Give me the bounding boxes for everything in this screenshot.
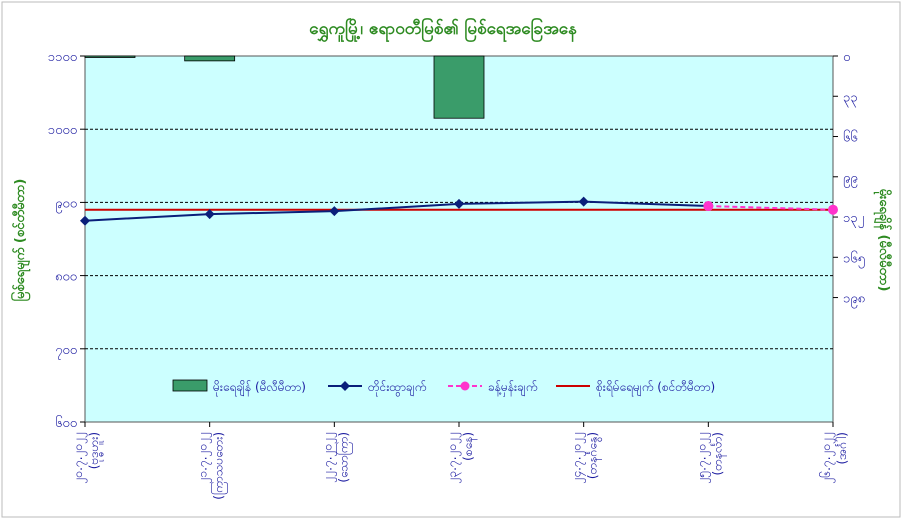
legend-swatch [172, 379, 208, 392]
right-tick-label: ၆၆ [843, 130, 858, 146]
left-tick-label: ၆၀၀ [55, 415, 77, 431]
x-tick-date: ၂၆.၇.၂၀၂၂ [818, 432, 836, 483]
legend-label: စိုးရိမ်ရေမျက် (စင်တီမီတာ) [596, 379, 715, 397]
x-tick-date: ၂၃.၇.၂၀၂၂ [445, 432, 462, 483]
x-tick-day: (တနင်္လာ) [709, 432, 727, 475]
legend-label: ခန့်မှန်းချက် [488, 379, 537, 397]
data-lines [80, 196, 838, 226]
legend-marker [460, 381, 470, 391]
right-tick-label: ၁၃၂ [843, 211, 864, 228]
right-tick-label: ၁၉၈ [843, 292, 865, 309]
forecast-point [703, 201, 714, 212]
left-tick-label: ၁၁၀၀ [48, 50, 77, 65]
x-tick-label-group: ၂၄.၇.၂၀၂၂ (တနင်္ဂနွေ) [570, 432, 603, 483]
legend-item: တိုင်းထွာချက် [328, 379, 426, 397]
legend: မိုးရေချိန် (မီလီမီတာ) တိုင်းထွာချက် ခန့်မ… [172, 379, 715, 397]
measured-point [578, 196, 589, 207]
x-tick-day: (ဗုဒ္ဓဟူး) [87, 432, 104, 469]
x-tick-date: ၂၀.၇.၂၀၂၂ [71, 432, 88, 483]
right-tick-label: ၀ [843, 50, 850, 65]
rainfall-bar [433, 55, 485, 119]
x-tick-label-group: ၂၃.၇.၂၀၂၂ (စနေ) [445, 432, 478, 483]
left-tick-label: ၁၀၀၀ [48, 123, 77, 138]
right-tick-label: ၃၃ [843, 90, 858, 107]
x-tick-label-group: ၂၁.၇.၂၀၂၂ (ကြာသပတေး) [196, 432, 229, 500]
legend-item: မိုးရေချိန် (မီလီမီတာ) [172, 379, 306, 397]
x-tick-label-group: ၂၆.၇.၂၀၂၂ (အင်္ဂါ) [818, 432, 849, 483]
legend-item: စိုးရိမ်ရေမျက် (စင်တီမီတာ) [556, 379, 715, 397]
x-tick-day: (စနေ) [461, 432, 478, 461]
x-tick-label-group: ၂၅.၇.၂၀၂၂ (တနင်္လာ) [694, 432, 727, 483]
measured-point [454, 198, 464, 209]
x-tick-date: ၂၄.၇.၂၀၂၂ [570, 432, 587, 483]
x-tick-date: ၂၁.၇.၂၀၂၂ [196, 432, 213, 483]
left-tick-label: ၉၀၀ [55, 196, 77, 213]
right-tick-label: ၁၆၅ [843, 250, 865, 268]
x-tick-day: (တနင်္ဂနွေ) [585, 432, 603, 479]
rainfall-bar [184, 55, 236, 62]
y-axis-label-right: မိုးရေချိန် (မီလီမီတာ) [873, 189, 893, 292]
right-tick-label: ၉၉ [843, 171, 858, 188]
legend-label: တိုင်းထွာချက် [368, 379, 426, 397]
left-tick-label: ၈၀၀ [55, 270, 77, 285]
x-tick-date: ၂၂.၇.၂၀၂၂ [320, 432, 337, 483]
x-tick-label-group: ၂၂.၇.၂၀၂၂ (သောကြာ) [320, 432, 353, 483]
x-tick-date: ၂၅.၇.၂၀၂၂ [694, 432, 711, 483]
x-tick-day: (သောကြာ) [334, 432, 353, 483]
chart-title: ရွှေကူမြို့၊ ဧရာဝတီမြစ်၏ မြစ်ရေအခြေအနေ [309, 16, 577, 43]
measured-point [80, 215, 90, 226]
measured-line [84, 200, 709, 222]
rainfall-bar [84, 55, 136, 58]
legend-marker [340, 381, 350, 391]
left-tick-label: ၇၀၀ [55, 343, 77, 360]
measured-point [329, 206, 340, 217]
x-tick-label-group: ၂၀.၇.၂၀၂၂ (ဗုဒ္ဓဟူး) [71, 432, 104, 483]
forecast-point [828, 204, 838, 215]
forecast-line [708, 205, 834, 211]
x-axis-ticks: ၂၀.၇.၂၀၂၂ (ဗုဒ္ဓဟူး) ၂၁.၇.၂၀၂၂ (ကြာသပတေး) ၂၂… [71, 422, 849, 500]
x-tick-day: (ကြာသပတေး) [210, 432, 229, 500]
legend-label: မိုးရေချိန် (မီလီမီတာ) [213, 379, 306, 397]
rainfall-bars [84, 55, 485, 119]
legend-item: ခန့်မှန်းချက် [448, 379, 537, 397]
y-axis-label-left: မြစ်ရေမျက် (စင်တီမီတာ) [10, 179, 31, 302]
measured-point [204, 209, 215, 220]
x-tick-day: (အင်္ဂါ) [834, 432, 849, 464]
